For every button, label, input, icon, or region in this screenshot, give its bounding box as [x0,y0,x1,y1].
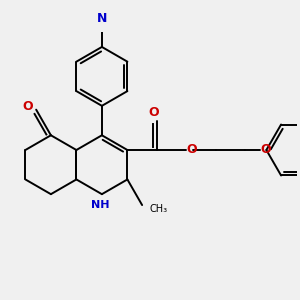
Text: O: O [148,106,159,119]
Text: O: O [22,100,33,113]
Text: CH₃: CH₃ [149,205,168,214]
Text: O: O [186,142,197,156]
Text: N: N [97,13,107,26]
Text: O: O [260,142,271,156]
Text: NH: NH [91,200,110,210]
